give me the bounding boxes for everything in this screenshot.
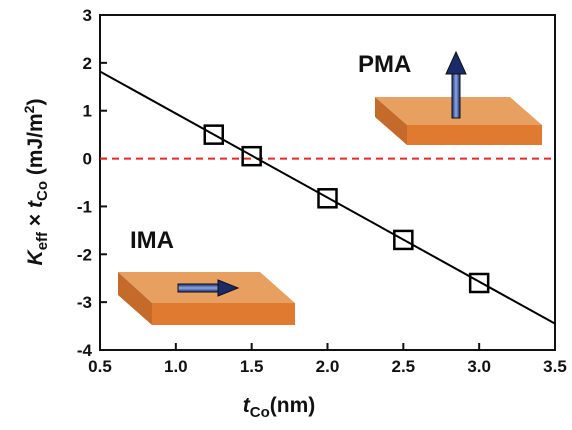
y-axis-label: Keff × tCo (mJ/m2) <box>21 99 51 266</box>
y-tick-label: 2 <box>83 54 92 73</box>
x-label-part: (nm) <box>270 394 316 417</box>
data-point <box>468 272 490 294</box>
x-tick-label: 1.0 <box>164 357 188 376</box>
y-tick-label: -1 <box>77 197 92 216</box>
fit-line <box>99 70 556 325</box>
y-label-part: eff <box>34 231 51 250</box>
y-label-part: Co <box>34 181 51 201</box>
ima-illustration <box>118 272 295 325</box>
data-point <box>317 188 338 209</box>
x-axis-label: tCo(nm) <box>243 394 316 421</box>
x-tick-label: 3.0 <box>467 357 491 376</box>
x-tick-label: 0.5 <box>88 357 112 376</box>
y-tick-label: 3 <box>83 6 92 25</box>
x-tick-label: 2.0 <box>316 357 340 376</box>
data-point <box>393 229 414 251</box>
x-label-part: t <box>243 394 251 417</box>
x-tick-label: 1.5 <box>240 357 264 376</box>
y-tick-label: 0 <box>83 150 92 169</box>
annotation: PMA <box>358 51 411 78</box>
y-label-part: t <box>24 200 47 208</box>
x-tick-label: 2.5 <box>392 357 416 376</box>
pma-illustration <box>375 50 542 145</box>
y-tick-label: -4 <box>77 341 93 360</box>
y-label-part: ) <box>24 99 47 106</box>
data-point <box>241 145 262 167</box>
y-label-part: K <box>24 248 47 265</box>
y-label-part: (mJ/m <box>24 113 47 181</box>
annotation: IMA <box>130 227 174 254</box>
y-tick-label: -3 <box>77 293 92 312</box>
data-point <box>203 124 224 145</box>
y-tick-label: 1 <box>83 102 92 121</box>
x-tick-label: 3.5 <box>543 357 567 376</box>
y-label-part: × <box>24 208 47 232</box>
x-label-part: Co <box>250 404 270 421</box>
y-tick-label: -2 <box>77 245 92 264</box>
y-label-part: 2 <box>21 105 37 113</box>
